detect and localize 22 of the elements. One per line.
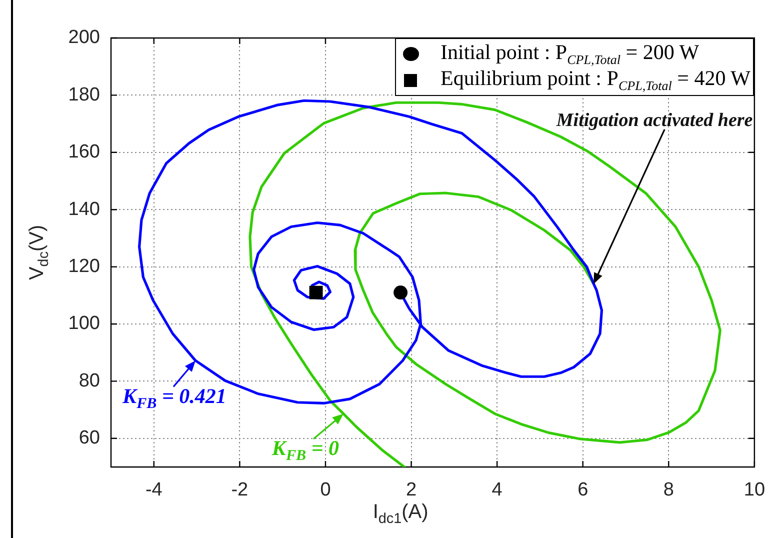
x-tick-label: 4 bbox=[492, 480, 503, 501]
y-tick-label: 160 bbox=[68, 142, 100, 163]
y-tick-label: 140 bbox=[68, 198, 100, 220]
y-tick-label: 100 bbox=[68, 313, 100, 334]
x-tick-label: 8 bbox=[663, 480, 674, 501]
y-tick-label: 200 bbox=[68, 27, 100, 48]
x-tick-label: -4 bbox=[145, 480, 163, 501]
series-label: K$_{FB}$ = 0 bbox=[272, 436, 340, 465]
y-tick-label: 180 bbox=[68, 84, 100, 106]
annotation: Mitigation activated here bbox=[556, 110, 753, 132]
x-tick-label: -2 bbox=[231, 480, 248, 501]
x-tick-label: 2 bbox=[406, 480, 417, 501]
y-tick-label: 60 bbox=[78, 428, 100, 449]
legend-label: Initial point : P$_{CPL,Total}$ = 200 W bbox=[440, 40, 700, 68]
x-tick-label: 0 bbox=[320, 480, 331, 501]
x-axis-title: I$_{dc1}$(A) bbox=[372, 500, 428, 528]
y-tick-label: 120 bbox=[68, 256, 100, 278]
x-tick-label: 10 bbox=[744, 480, 766, 501]
y-tick-label: 80 bbox=[78, 370, 100, 392]
x-tick-label: 6 bbox=[578, 480, 588, 501]
legend-label: Equilibrium point : P$_{CPL,Total}$ = 420 W bbox=[440, 66, 750, 94]
series-label: K$_{FB}$ = 0.421 bbox=[122, 384, 226, 412]
